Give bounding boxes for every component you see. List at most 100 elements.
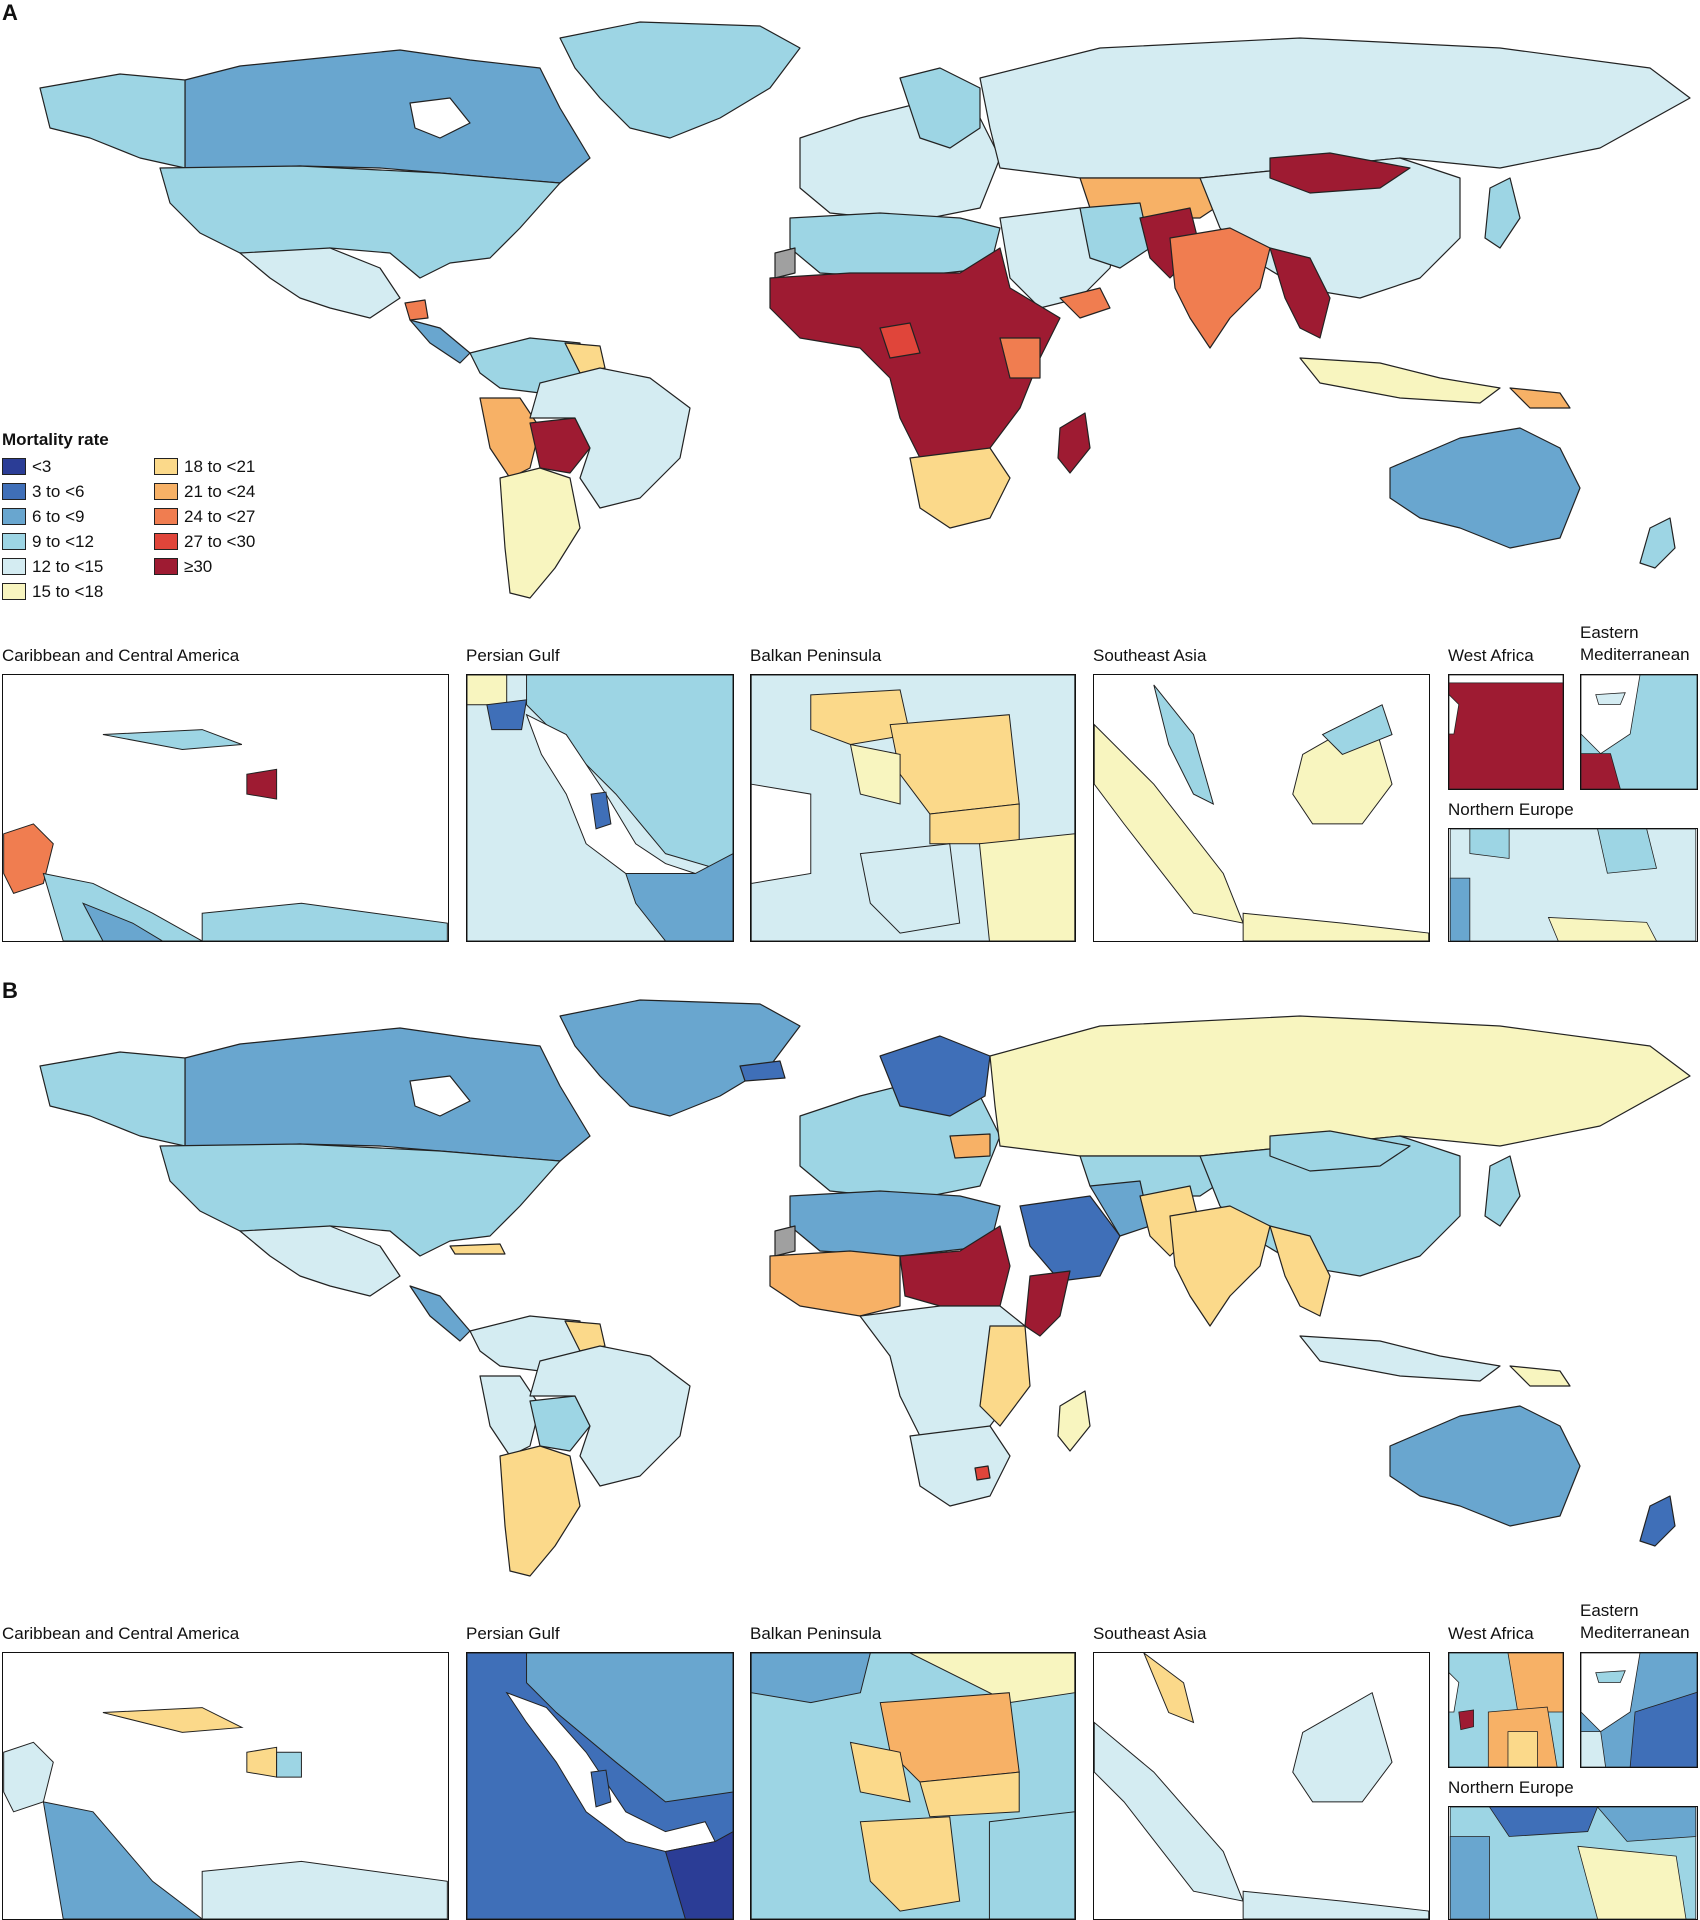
legend-swatch [154, 558, 178, 575]
region-myanmar [1269, 1225, 1331, 1317]
region-brazil [529, 1345, 691, 1487]
region-iceland [739, 1060, 786, 1082]
region-alaska [39, 73, 186, 169]
region-iran [1079, 202, 1151, 269]
inset-caribbean-b [2, 1652, 449, 1920]
legend-swatch [2, 558, 26, 575]
region-cuba [449, 1243, 506, 1255]
region-india [1169, 227, 1271, 349]
inset-balkan-a [750, 674, 1076, 942]
legend-swatch [154, 533, 178, 550]
region-brazil [529, 367, 691, 509]
region-guyana [564, 1320, 606, 1352]
region-canada [184, 1027, 591, 1162]
region-romania [949, 1133, 991, 1159]
region-nigeria [879, 322, 921, 359]
inset-title: Southeast Asia [1093, 1624, 1207, 1643]
region-usa [159, 1143, 561, 1257]
legend-label: 12 to <15 [32, 556, 104, 576]
region-southern-africa [909, 1425, 1011, 1507]
inset-title: Balkan Peninsula [750, 646, 882, 665]
region-mexico [239, 1225, 401, 1297]
region-guatemala [404, 299, 429, 321]
region-japan [1484, 177, 1521, 249]
inset-northern-europe-b [1448, 1806, 1698, 1920]
region-saudi-arabia [1019, 1195, 1121, 1282]
inset-eastern-med-a [1580, 674, 1698, 790]
legend-title: Mortality rate [2, 430, 109, 449]
region-east-africa [979, 1325, 1031, 1427]
panel-a-label: A [2, 0, 18, 25]
legend-item: 3 to <6 [2, 481, 154, 502]
region-lesotho [974, 1465, 991, 1481]
region-argentina [499, 1445, 581, 1577]
region-png [1509, 1365, 1571, 1387]
legend-swatch [154, 458, 178, 475]
inset-west-africa-b [1448, 1652, 1564, 1768]
region-guyana [564, 342, 606, 374]
inset-balkan-b [750, 1652, 1076, 1920]
legend-item: <3 [2, 456, 154, 477]
inset-eastern-med-b [1580, 1652, 1698, 1768]
region-peru [479, 397, 541, 479]
region-indonesia [1299, 1335, 1501, 1382]
region-png [1509, 387, 1571, 409]
region-usa [159, 165, 561, 279]
region-madagascar [1057, 412, 1091, 474]
region-scandinavia [879, 1035, 991, 1117]
region-yemen [1059, 287, 1111, 319]
legend-label: 6 to <9 [32, 506, 85, 526]
region-mexico [239, 247, 401, 319]
inset-southeast-asia-a [1093, 674, 1430, 942]
region-argentina [499, 467, 581, 599]
legend-swatch [2, 508, 26, 525]
inset-title: West Africa [1448, 1624, 1534, 1643]
legend-item: 18 to <21 [154, 456, 294, 477]
region-no-data [774, 1225, 796, 1257]
region-russia [979, 37, 1691, 179]
legend-swatch [2, 583, 26, 600]
world-map-b [39, 999, 1691, 1577]
region-indonesia [1299, 357, 1501, 404]
inset-persian-gulf-a [466, 674, 734, 942]
legend: Mortality rate <3 18 to <21 3 to <6 21 t… [2, 430, 294, 602]
inset-title: Southeast Asia [1093, 646, 1207, 665]
region-scandinavia [899, 67, 981, 149]
legend-label: 15 to <18 [32, 581, 104, 601]
region-russia [989, 1015, 1691, 1157]
legend-label: ≥30 [184, 556, 213, 576]
region-southern-africa [909, 447, 1011, 529]
inset-northern-europe-a [1448, 828, 1698, 942]
region-australia [1389, 1405, 1581, 1527]
region-mongolia [1269, 1130, 1411, 1172]
legend-label: <3 [32, 456, 52, 476]
inset-title: West Africa [1448, 646, 1534, 665]
inset-caribbean-a [2, 674, 449, 942]
legend-label: 9 to <12 [32, 531, 94, 551]
region-myanmar [1269, 247, 1331, 339]
region-somalia [1024, 1270, 1071, 1337]
inset-title: Eastern Mediterranean [1580, 623, 1690, 664]
legend-item: 12 to <15 [2, 556, 154, 577]
region-new-zealand [1639, 1495, 1676, 1547]
region-mongolia [1269, 152, 1411, 194]
legend-item: 24 to <27 [154, 506, 294, 527]
legend-label: 24 to <27 [184, 506, 256, 526]
inset-title: Caribbean and Central America [2, 1624, 240, 1643]
legend-label: 27 to <30 [184, 531, 256, 551]
inset-title: Northern Europe [1448, 800, 1574, 819]
region-central-america [409, 1285, 471, 1342]
region-alaska [39, 1051, 186, 1147]
inset-persian-gulf-b [466, 1652, 734, 1920]
region-ethiopia [999, 337, 1041, 379]
legend-swatch [2, 458, 26, 475]
inset-title: Balkan Peninsula [750, 1624, 882, 1643]
legend-swatch [154, 483, 178, 500]
region-bolivia [529, 417, 591, 474]
region-greenland [559, 999, 801, 1117]
region-canada [184, 49, 591, 184]
legend-item: 15 to <18 [2, 581, 154, 602]
region-no-data [774, 247, 796, 279]
inset-title: Persian Gulf [466, 646, 560, 665]
legend-item: 27 to <30 [154, 531, 294, 552]
